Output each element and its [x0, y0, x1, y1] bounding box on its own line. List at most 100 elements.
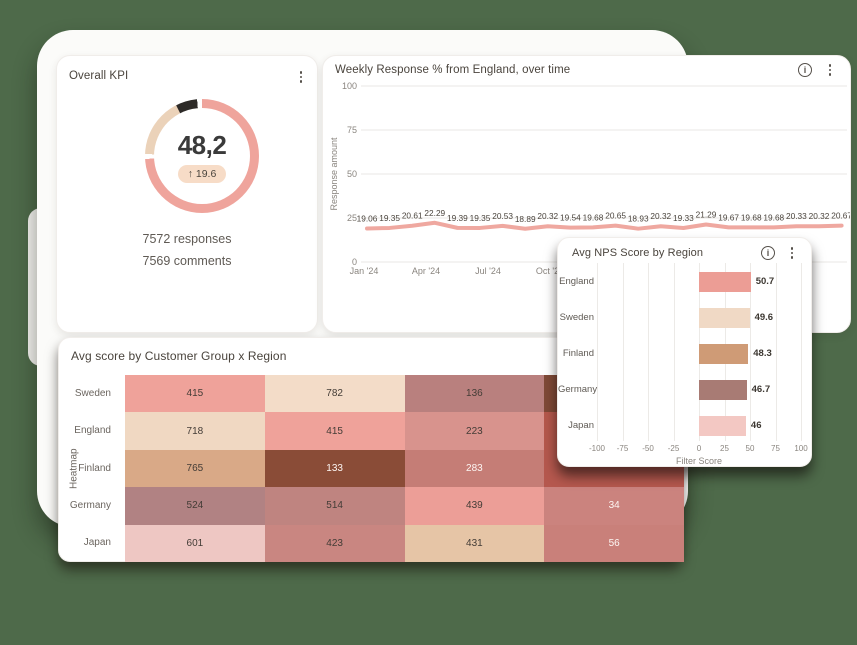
kebab-menu-icon[interactable] [784, 244, 800, 262]
kpi-delta-badge: ↑ 19.6 [177, 164, 227, 183]
info-icon[interactable]: i [798, 63, 812, 77]
kebab-menu-icon[interactable] [293, 68, 309, 86]
heatmap-cell[interactable]: 765 [125, 449, 265, 488]
point-value-label: 19.67 [718, 212, 739, 222]
x-tick-label: 0 [696, 444, 702, 453]
nps-category-label: Finland [562, 348, 594, 359]
nps-title: Avg NPS Score by Region [572, 247, 704, 259]
kpi-donut-chart: 48,2 ↑ 19.6 [145, 99, 259, 213]
heatmap-title: Avg score by Customer Group x Region [71, 349, 287, 363]
x-tick-label: 100 [794, 444, 808, 453]
grid-line [648, 263, 649, 441]
y-axis-label: Response amount [329, 137, 339, 211]
nps-category-label: Sweden [559, 312, 594, 323]
nps-bar[interactable] [699, 272, 751, 292]
nps-value-label: 46.7 [751, 384, 771, 395]
heatmap-cell[interactable]: 431 [404, 524, 545, 562]
heatmap-row-label: Sweden [74, 387, 111, 399]
heatmap-cell[interactable]: 439 [404, 487, 545, 525]
nps-value-label: 48.3 [753, 348, 772, 359]
nps-category-label: Germany [558, 384, 598, 395]
line-series [365, 220, 844, 231]
point-value-label: 20.32 [809, 211, 830, 221]
point-value-label: 18.89 [515, 214, 536, 224]
kpi-responses-text: 7572 responses [142, 232, 232, 246]
heatmap-row-label: Germany [69, 499, 111, 511]
nps-bar[interactable] [699, 380, 747, 400]
overall-kpi-card: Overall KPI 48,2 ↑ 19.6 7572 responses 7… [56, 55, 318, 333]
heatmap-cell[interactable]: 514 [264, 487, 405, 525]
point-value-label: 19.68 [583, 212, 604, 222]
grid-line [801, 263, 802, 441]
heatmap-cell[interactable]: 601 [125, 524, 265, 562]
kpi-comments-text: 7569 comments [142, 254, 232, 268]
kpi-donut-center: 48,2 ↑ 19.6 [154, 108, 250, 204]
heatmap-row-label: Japan [83, 537, 111, 549]
nps-bar[interactable] [699, 344, 749, 364]
x-tick-label: -25 [667, 444, 680, 453]
point-value-label: 18.93 [628, 214, 649, 224]
x-tick-label: -75 [616, 444, 629, 453]
kpi-value: 48,2 [177, 129, 227, 160]
x-tick-label: Oct '24 [536, 266, 564, 276]
point-value-label: 19.54 [560, 213, 581, 223]
nps-bar[interactable] [699, 308, 750, 328]
point-value-label: 19.39 [447, 213, 468, 223]
point-value-label: 19.06 [357, 213, 378, 223]
x-tick-label: Apr '24 [412, 266, 440, 276]
nps-x-axis-label: Filter Score [675, 456, 722, 466]
y-tick-label: 0 [352, 257, 357, 267]
point-value-label: 20.61 [402, 211, 423, 221]
y-tick-label: 25 [347, 213, 357, 223]
point-value-label: 20.32 [650, 211, 671, 221]
x-tick-label: Jul '24 [475, 266, 501, 276]
heatmap-cell[interactable]: 524 [125, 487, 265, 525]
heatmap-row-label: Finland [78, 462, 111, 474]
point-value-label: 21.29 [696, 210, 717, 220]
y-tick-label: 100 [342, 81, 357, 91]
heatmap-cell[interactable]: 56 [544, 524, 684, 562]
x-tick-label: -50 [642, 444, 654, 453]
heatmap-cell[interactable]: 718 [125, 412, 265, 450]
heatmap-cell[interactable]: 223 [404, 412, 545, 450]
point-value-label: 20.32 [537, 211, 558, 221]
point-value-label: 20.53 [492, 211, 513, 221]
heatmap-row-labels: Sweden England Finland Germany Japan [59, 375, 125, 562]
nps-bar-chart: -100 -75 -50 -25 0 25 50 75 100 England 50.7 Sweden… [558, 238, 811, 466]
weekly-response-line-chart: 100 75 50 25 0 Response amount Jan '24 Apr '24 J… [329, 81, 850, 276]
heatmap-cell[interactable]: 782 [264, 375, 405, 413]
x-tick-label: 75 [771, 444, 780, 453]
heatmap-cell[interactable]: 415 [264, 412, 405, 450]
heatmap-cell[interactable]: 34 [544, 487, 684, 525]
heatmap-cell[interactable]: 415 [125, 375, 265, 413]
x-tick-label: -100 [588, 444, 605, 453]
x-tick-label: Jan '24 [350, 266, 379, 276]
heatmap-row-label: England [74, 425, 111, 437]
nps-value-label: 49.6 [754, 312, 774, 323]
x-tick-label: 50 [745, 444, 755, 453]
y-tick-label: 50 [347, 169, 357, 179]
grid-line [597, 263, 598, 441]
nps-category-label: Japan [568, 420, 594, 431]
grid-line [750, 263, 751, 441]
info-icon[interactable]: i [761, 246, 775, 260]
nps-bar[interactable] [699, 416, 746, 436]
nps-value-label: 46 [750, 420, 762, 431]
nps-category-label: England [559, 276, 594, 287]
point-value-label: 19.33 [673, 213, 694, 223]
point-value-label: 19.68 [741, 212, 762, 222]
nps-card: Avg NPS Score by Region i -100 -75 -50 -25 0… [557, 237, 812, 467]
heatmap-cell[interactable]: 133 [264, 449, 405, 488]
point-value-label: 20.65 [605, 211, 626, 221]
kpi-card-title: Overall KPI [69, 70, 129, 82]
kebab-menu-icon[interactable] [822, 61, 838, 79]
heatmap-cell[interactable]: 423 [264, 524, 405, 562]
point-value-label: 20.67 [831, 211, 850, 221]
y-tick-label: 75 [347, 125, 357, 135]
grid-line [622, 263, 624, 441]
heatmap-cell[interactable]: 283 [404, 449, 545, 488]
point-value-label: 20.33 [786, 211, 807, 221]
grid-line [775, 263, 777, 441]
heatmap-cell[interactable]: 136 [404, 375, 545, 413]
